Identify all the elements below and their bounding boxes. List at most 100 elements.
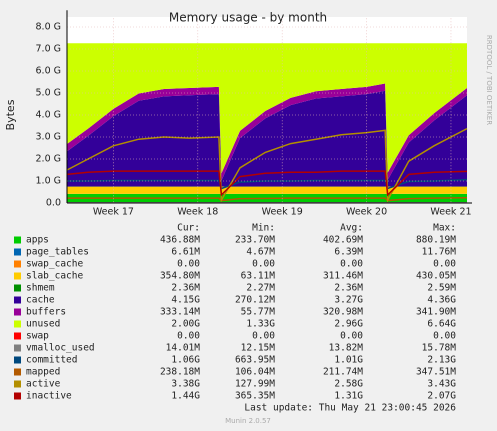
legend-swatch — [14, 332, 21, 340]
y-tick-label: 4.0 G — [36, 110, 62, 121]
area — [67, 186, 467, 194]
legend-value: 2.13G — [427, 355, 456, 366]
legend-label: page_tables — [26, 247, 89, 258]
legend-value: 311.46M — [323, 271, 363, 282]
legend-value: 6.39M — [334, 247, 363, 258]
legend-value: 6.64G — [427, 319, 456, 330]
legend-swatch — [14, 284, 21, 292]
legend-value: 0.00 — [177, 259, 200, 270]
legend-value: 2.36M — [334, 283, 363, 294]
last-update: Last update: Thu May 21 23:00:45 2026 — [244, 403, 456, 414]
y-tick-label: 7.0 G — [36, 44, 62, 55]
y-tick-label: 0.0 — [46, 198, 61, 209]
legend-value: 238.18M — [160, 367, 200, 378]
legend-value: 0.00 — [433, 331, 456, 342]
legend-value: 2.96G — [334, 319, 363, 330]
legend-value: 0.00 — [252, 331, 275, 342]
legend-swatch — [14, 260, 21, 268]
legend-value: 13.82M — [329, 343, 364, 354]
x-tick-label: Week 17 — [93, 207, 134, 218]
legend-value: 365.35M — [235, 391, 275, 402]
legend-swatch — [14, 248, 21, 256]
legend-value: 0.00 — [340, 331, 363, 342]
column-header: Max: — [433, 223, 456, 234]
legend-value: 14.01M — [166, 343, 201, 354]
legend-value: 3.43G — [427, 379, 456, 390]
legend-swatch — [14, 236, 21, 244]
legend-swatch — [14, 380, 21, 388]
legend-value: 4.67M — [246, 247, 275, 258]
legend-value: 1.01G — [334, 355, 363, 366]
legend-value: 270.12M — [235, 295, 275, 306]
legend-value: 320.98M — [323, 307, 363, 318]
legend-value: 354.80M — [160, 271, 200, 282]
column-header: Cur: — [177, 223, 200, 234]
legend-value: 211.74M — [323, 367, 363, 378]
legend-value: 233.70M — [235, 235, 275, 246]
legend-swatch — [14, 344, 21, 352]
x-tick-label: Week 18 — [177, 207, 218, 218]
legend-value: 341.90M — [416, 307, 456, 318]
legend-label: cache — [26, 295, 55, 306]
legend-swatch — [14, 296, 21, 304]
legend-swatch — [14, 368, 21, 376]
legend-value: 1.06G — [171, 355, 200, 366]
legend-value: 880.19M — [416, 235, 456, 246]
legend-label: swap_cache — [26, 259, 83, 270]
y-tick-label: 8.0 G — [36, 22, 62, 33]
legend-value: 6.61M — [171, 247, 200, 258]
legend-value: 127.99M — [235, 379, 275, 390]
legend-label: swap — [26, 331, 49, 342]
legend-value: 0.00 — [177, 331, 200, 342]
legend-value: 12.15M — [241, 343, 276, 354]
legend-value: 4.36G — [427, 295, 456, 306]
legend-swatch — [14, 356, 21, 364]
y-tick-label: 6.0 G — [36, 66, 62, 77]
legend-value: 436.88M — [160, 235, 200, 246]
legend-value: 402.69M — [323, 235, 363, 246]
legend-label: active — [26, 379, 61, 390]
footer: Munin 2.0.57 — [225, 417, 271, 425]
legend-value: 15.78M — [422, 343, 457, 354]
legend-value: 55.77M — [241, 307, 276, 318]
area — [67, 43, 467, 174]
legend-value: 1.31G — [334, 391, 363, 402]
legend-value: 0.00 — [340, 259, 363, 270]
legend-value: 333.14M — [160, 307, 200, 318]
legend-value: 11.76M — [422, 247, 457, 258]
legend-swatch — [14, 320, 21, 328]
y-tick-label: 5.0 G — [36, 88, 62, 99]
legend-label: committed — [26, 355, 77, 366]
legend-value: 430.05M — [416, 271, 456, 282]
legend-value: 2.36M — [171, 283, 200, 294]
legend-value: 0.00 — [433, 259, 456, 270]
legend-value: 2.07G — [427, 391, 456, 402]
legend-value: 2.58G — [334, 379, 363, 390]
legend-label: inactive — [26, 391, 72, 402]
legend-label: unused — [26, 319, 60, 330]
legend-value: 63.11M — [241, 271, 276, 282]
line — [66, 170, 468, 197]
legend-value: 0.00 — [252, 259, 275, 270]
legend-label: apps — [26, 235, 49, 246]
legend-value: 2.59M — [427, 283, 456, 294]
y-axis-label: Bytes — [4, 99, 17, 130]
legend-swatch — [14, 308, 21, 316]
chart-title: Memory usage - by month — [169, 11, 327, 25]
legend-label: buffers — [26, 307, 66, 318]
legend-swatch — [14, 392, 21, 400]
legend-value: 3.38G — [171, 379, 200, 390]
x-tick-label: Week 19 — [262, 207, 303, 218]
legend-label: vmalloc_used — [26, 343, 95, 354]
legend-value: 3.27G — [334, 295, 363, 306]
legend-label: slab_cache — [26, 271, 83, 282]
x-tick-label: Week 21 — [430, 207, 471, 218]
legend-label: mapped — [26, 367, 60, 378]
legend-value: 106.04M — [235, 367, 275, 378]
legend-value: 1.44G — [171, 391, 200, 402]
legend-value: 663.95M — [235, 355, 275, 366]
legend-value: 2.27M — [246, 283, 275, 294]
legend-label: shmem — [26, 283, 55, 294]
